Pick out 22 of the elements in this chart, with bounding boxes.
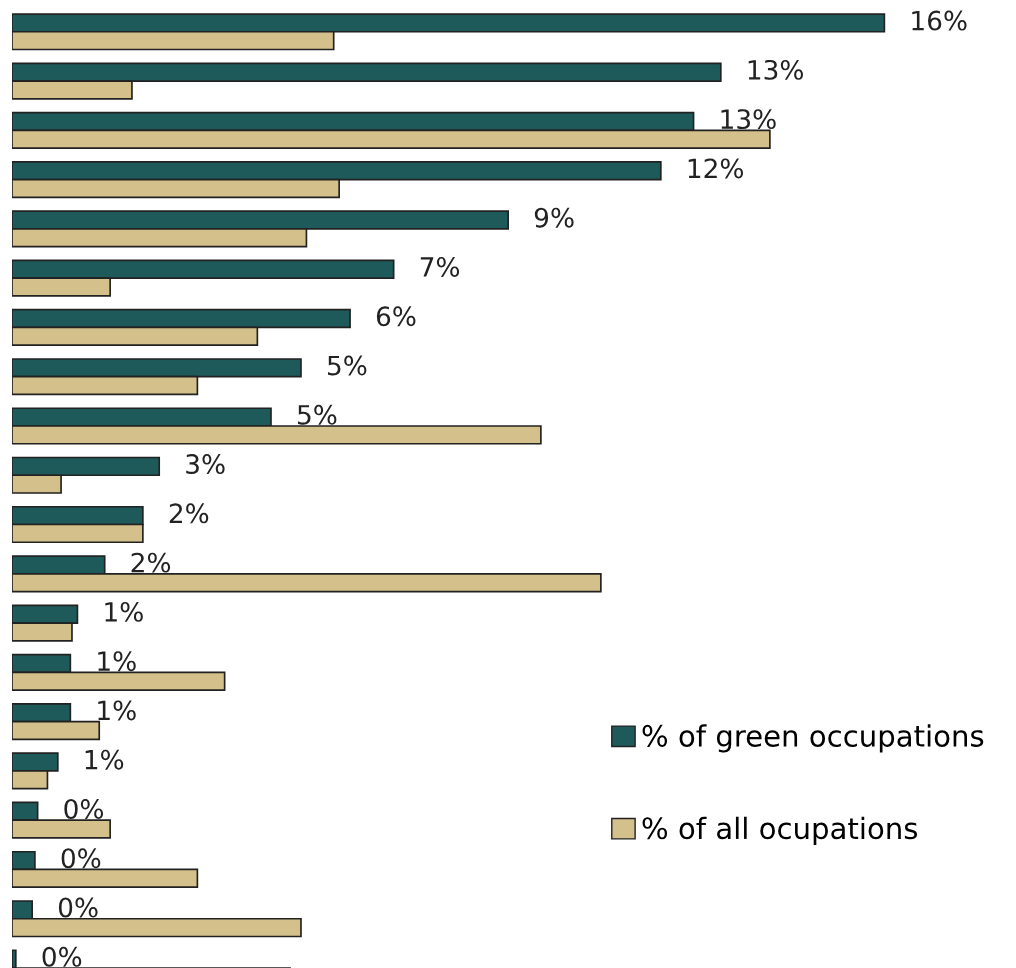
data-label: 5%	[328, 355, 367, 376]
data-label: 2%	[131, 552, 171, 573]
data-label: 0%	[42, 946, 82, 967]
data-label: 5%	[298, 404, 337, 425]
data-label: 13%	[721, 109, 776, 130]
data-label: 1%	[105, 601, 143, 622]
data-label: 7%	[420, 256, 460, 277]
data-label: 1%	[85, 749, 124, 770]
data-label: 1%	[98, 651, 136, 672]
data-label: 9%	[534, 207, 574, 228]
data-label: 0%	[64, 799, 104, 819]
data-label: 12%	[688, 158, 744, 179]
data-label: 3%	[186, 454, 225, 475]
data-label: 0%	[58, 897, 98, 918]
data-label: 1%	[98, 700, 136, 721]
data-label: 2%	[169, 503, 209, 524]
data-label: 6%	[376, 306, 416, 327]
data-label: 13%	[748, 59, 804, 80]
legend-label: % of green occupations	[642, 724, 984, 753]
data-label: 0%	[61, 848, 101, 869]
data-label: 16%	[912, 10, 967, 31]
legend-label: % of all ocupations	[642, 816, 918, 845]
